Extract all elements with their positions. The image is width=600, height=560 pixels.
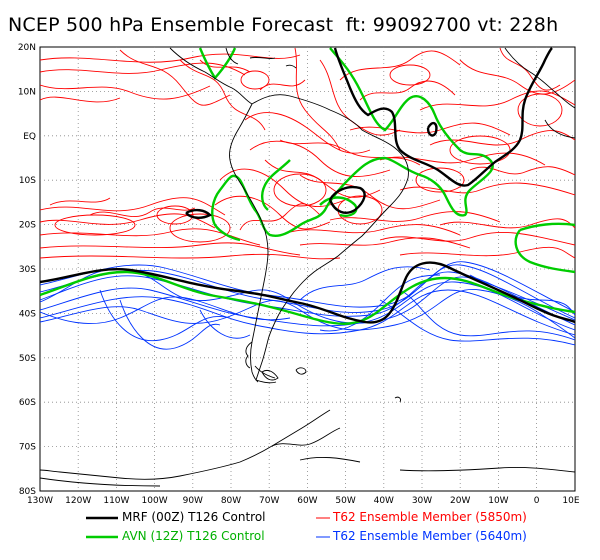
lon-label: 0 [534,496,540,506]
lon-label: 110W [103,496,129,506]
lon-label: 30W [412,496,432,506]
coastlines [40,47,575,487]
lon-label: 120W [65,496,91,506]
lon-label: 60W [297,496,317,506]
longitude-labels: 130W 120W 110W 100W 90W 80W 70W 60W 50W … [27,496,580,506]
mrf-control-contours [40,47,575,324]
lon-label: 70W [259,496,279,506]
map-title: NCEP 500 hPa Ensemble Forecast ft: 99092… [8,14,559,36]
lon-label: 10E [562,496,579,506]
lat-label: 10N [18,87,36,97]
latitude-labels: 20N 10N EQ 10S 20S 30S 40S 50S 60S 70S 8… [18,43,36,497]
lon-label: 10W [488,496,508,506]
lon-label: 80W [221,496,241,506]
lat-label: 20S [19,221,36,231]
lon-label: 50W [335,496,355,506]
lon-label: 20W [450,496,470,506]
lon-label: 90W [183,496,203,506]
lon-label: 130W [27,496,53,506]
lat-label: 10S [19,176,36,186]
lat-label: 80S [19,487,36,497]
avn-control-contours [40,47,575,325]
lat-label: 50S [19,354,36,364]
lat-label: 30S [19,265,36,275]
lat-label: 60S [19,398,36,408]
lat-label: 40S [19,309,36,319]
legend-swatches [86,516,330,539]
red-ensemble-contours [40,47,575,260]
lon-label: 100W [142,496,168,506]
lat-label: EQ [23,132,36,142]
lon-label: 40W [374,496,394,506]
lat-label: 70S [19,443,36,453]
lat-label: 20N [18,43,36,53]
